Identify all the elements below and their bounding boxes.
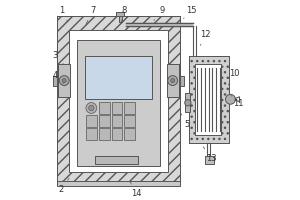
Bar <box>57 16 180 182</box>
Text: 10: 10 <box>228 69 240 85</box>
Bar <box>57 16 180 182</box>
Circle shape <box>88 105 94 111</box>
Bar <box>119 16 122 22</box>
Bar <box>185 93 190 112</box>
Circle shape <box>168 76 178 85</box>
Circle shape <box>86 103 97 113</box>
Text: 8: 8 <box>121 6 127 24</box>
Text: 1: 1 <box>58 6 68 22</box>
Bar <box>77 40 160 166</box>
Bar <box>69 30 168 172</box>
Bar <box>57 181 180 186</box>
Text: 9: 9 <box>154 6 164 20</box>
Bar <box>126 23 194 26</box>
Text: 2: 2 <box>58 178 69 194</box>
Bar <box>112 128 122 140</box>
Text: 7: 7 <box>86 6 95 24</box>
Text: 12: 12 <box>200 30 211 45</box>
Text: 15: 15 <box>184 6 197 18</box>
Circle shape <box>171 79 175 83</box>
Bar <box>116 12 124 16</box>
Bar <box>99 115 110 127</box>
Bar <box>99 102 110 114</box>
Bar <box>53 76 57 86</box>
Text: 13: 13 <box>203 147 216 163</box>
Bar <box>189 56 229 143</box>
Bar <box>112 102 122 114</box>
Bar <box>124 115 135 127</box>
Circle shape <box>62 79 66 83</box>
Bar <box>205 156 214 164</box>
Bar <box>86 128 97 140</box>
Text: 3: 3 <box>53 51 63 64</box>
Text: 5: 5 <box>181 114 190 129</box>
Bar <box>85 56 152 99</box>
Bar <box>99 128 110 140</box>
Bar <box>189 56 229 143</box>
Circle shape <box>226 94 236 104</box>
Bar <box>58 64 70 97</box>
Bar <box>167 64 178 97</box>
Bar <box>112 115 122 127</box>
Bar <box>124 128 135 140</box>
Bar <box>95 156 138 164</box>
Bar <box>195 64 221 135</box>
Circle shape <box>59 76 69 85</box>
Text: 14: 14 <box>130 182 141 198</box>
Circle shape <box>185 100 191 106</box>
Bar <box>180 76 184 86</box>
Bar <box>124 102 135 114</box>
Text: 4: 4 <box>53 71 63 84</box>
Text: 11: 11 <box>231 95 244 108</box>
Bar <box>86 115 97 127</box>
